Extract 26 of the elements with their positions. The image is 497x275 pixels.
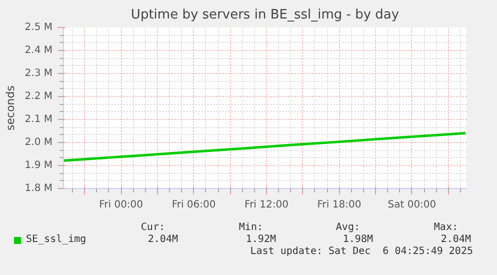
x-tick-label: Fri 18:00 xyxy=(317,200,362,210)
text: 2.04M xyxy=(148,233,178,247)
line-series xyxy=(64,132,466,162)
y-axis-title: seconds xyxy=(4,85,17,130)
text: Last update: Sat Dec 6 04:25:49 2025 xyxy=(250,245,473,259)
text: Max: xyxy=(434,221,458,234)
legend-label: SE_ssl_img xyxy=(26,233,86,247)
x-tick-label: Fri 06:00 xyxy=(172,200,216,210)
y-tick-label: 2.2 M xyxy=(24,91,53,102)
text: Avg: xyxy=(336,221,360,234)
x-tick-label: Sat 00:00 xyxy=(388,200,436,210)
y-tick-label: 2.5 M xyxy=(24,22,53,33)
y-tick-label: 2.3 M xyxy=(24,68,53,79)
y-tick-label: 1.9 M xyxy=(24,160,53,171)
text: 1.92M xyxy=(246,233,276,246)
chart-title: Uptime by servers in BE_ssl_img - by day xyxy=(130,8,400,22)
text: 1.98M xyxy=(342,233,373,246)
x-tick-label: Fri 00:00 xyxy=(99,200,144,210)
y-tick-label: 2.4 M xyxy=(24,45,53,56)
y-tick-label: 1.8 M xyxy=(24,183,53,194)
text: Cur: xyxy=(140,221,165,234)
x-tick-label: Fri 12:00 xyxy=(244,200,288,210)
y-tick-label: 2.1 M xyxy=(24,114,53,125)
text: Min: xyxy=(238,221,263,234)
y-tick-label: 2.0 M xyxy=(24,137,53,148)
text: 2.04M xyxy=(440,233,471,246)
